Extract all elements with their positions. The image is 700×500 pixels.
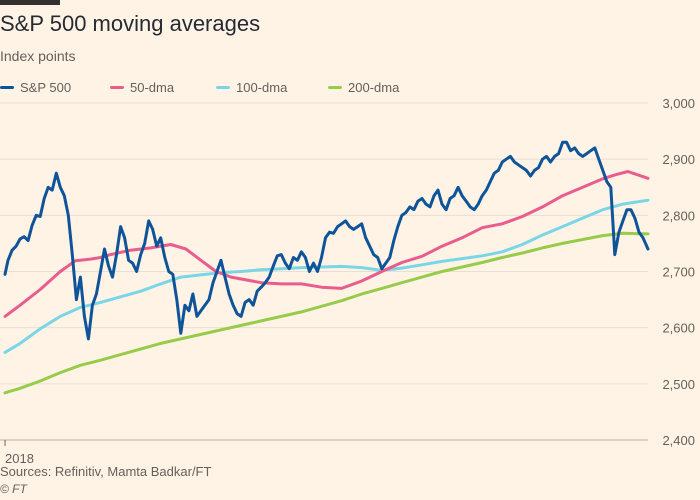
source-note: Sources: Refinitiv, Mamta Badkar/FT — [0, 464, 212, 479]
series-line-100-dma — [3, 198, 650, 354]
legend-label-50dma: 50-dma — [130, 80, 175, 95]
legend-swatch-sp500 — [0, 86, 14, 89]
y-tick-label: 2,800 — [662, 208, 695, 223]
chart-subtitle: Index points — [0, 48, 76, 64]
legend-label-200dma: 200-dma — [348, 80, 400, 95]
legend-swatch-200dma — [328, 86, 342, 89]
series-line-200-dma — [3, 231, 650, 395]
y-tick-label: 2,500 — [662, 377, 695, 392]
ft-brand-bar — [0, 0, 60, 5]
copyright-credit: © FT — [0, 482, 27, 496]
y-tick-label: 2,400 — [662, 433, 695, 448]
chart-title: S&P 500 moving averages — [0, 11, 261, 36]
y-tick-label: 2,900 — [662, 152, 695, 167]
legend-item-100dma: 100-dma — [216, 80, 287, 95]
x-tick-label: 2018 — [5, 451, 34, 466]
legend-item-200dma: 200-dma — [328, 80, 399, 95]
legend-label-100dma: 100-dma — [236, 80, 288, 95]
y-tick-label: 3,000 — [662, 96, 695, 111]
legend-swatch-100dma — [216, 86, 230, 89]
legend-item-sp500: S&P 500 — [0, 80, 71, 95]
series-line-50-dma — [3, 170, 650, 318]
legend-swatch-50dma — [110, 86, 124, 89]
legend-label-sp500: S&P 500 — [20, 80, 72, 95]
series-line-s-p-500 — [3, 140, 650, 341]
legend-item-50dma: 50-dma — [110, 80, 174, 95]
y-tick-label: 2,700 — [662, 265, 695, 280]
y-tick-label: 2,600 — [662, 321, 695, 336]
